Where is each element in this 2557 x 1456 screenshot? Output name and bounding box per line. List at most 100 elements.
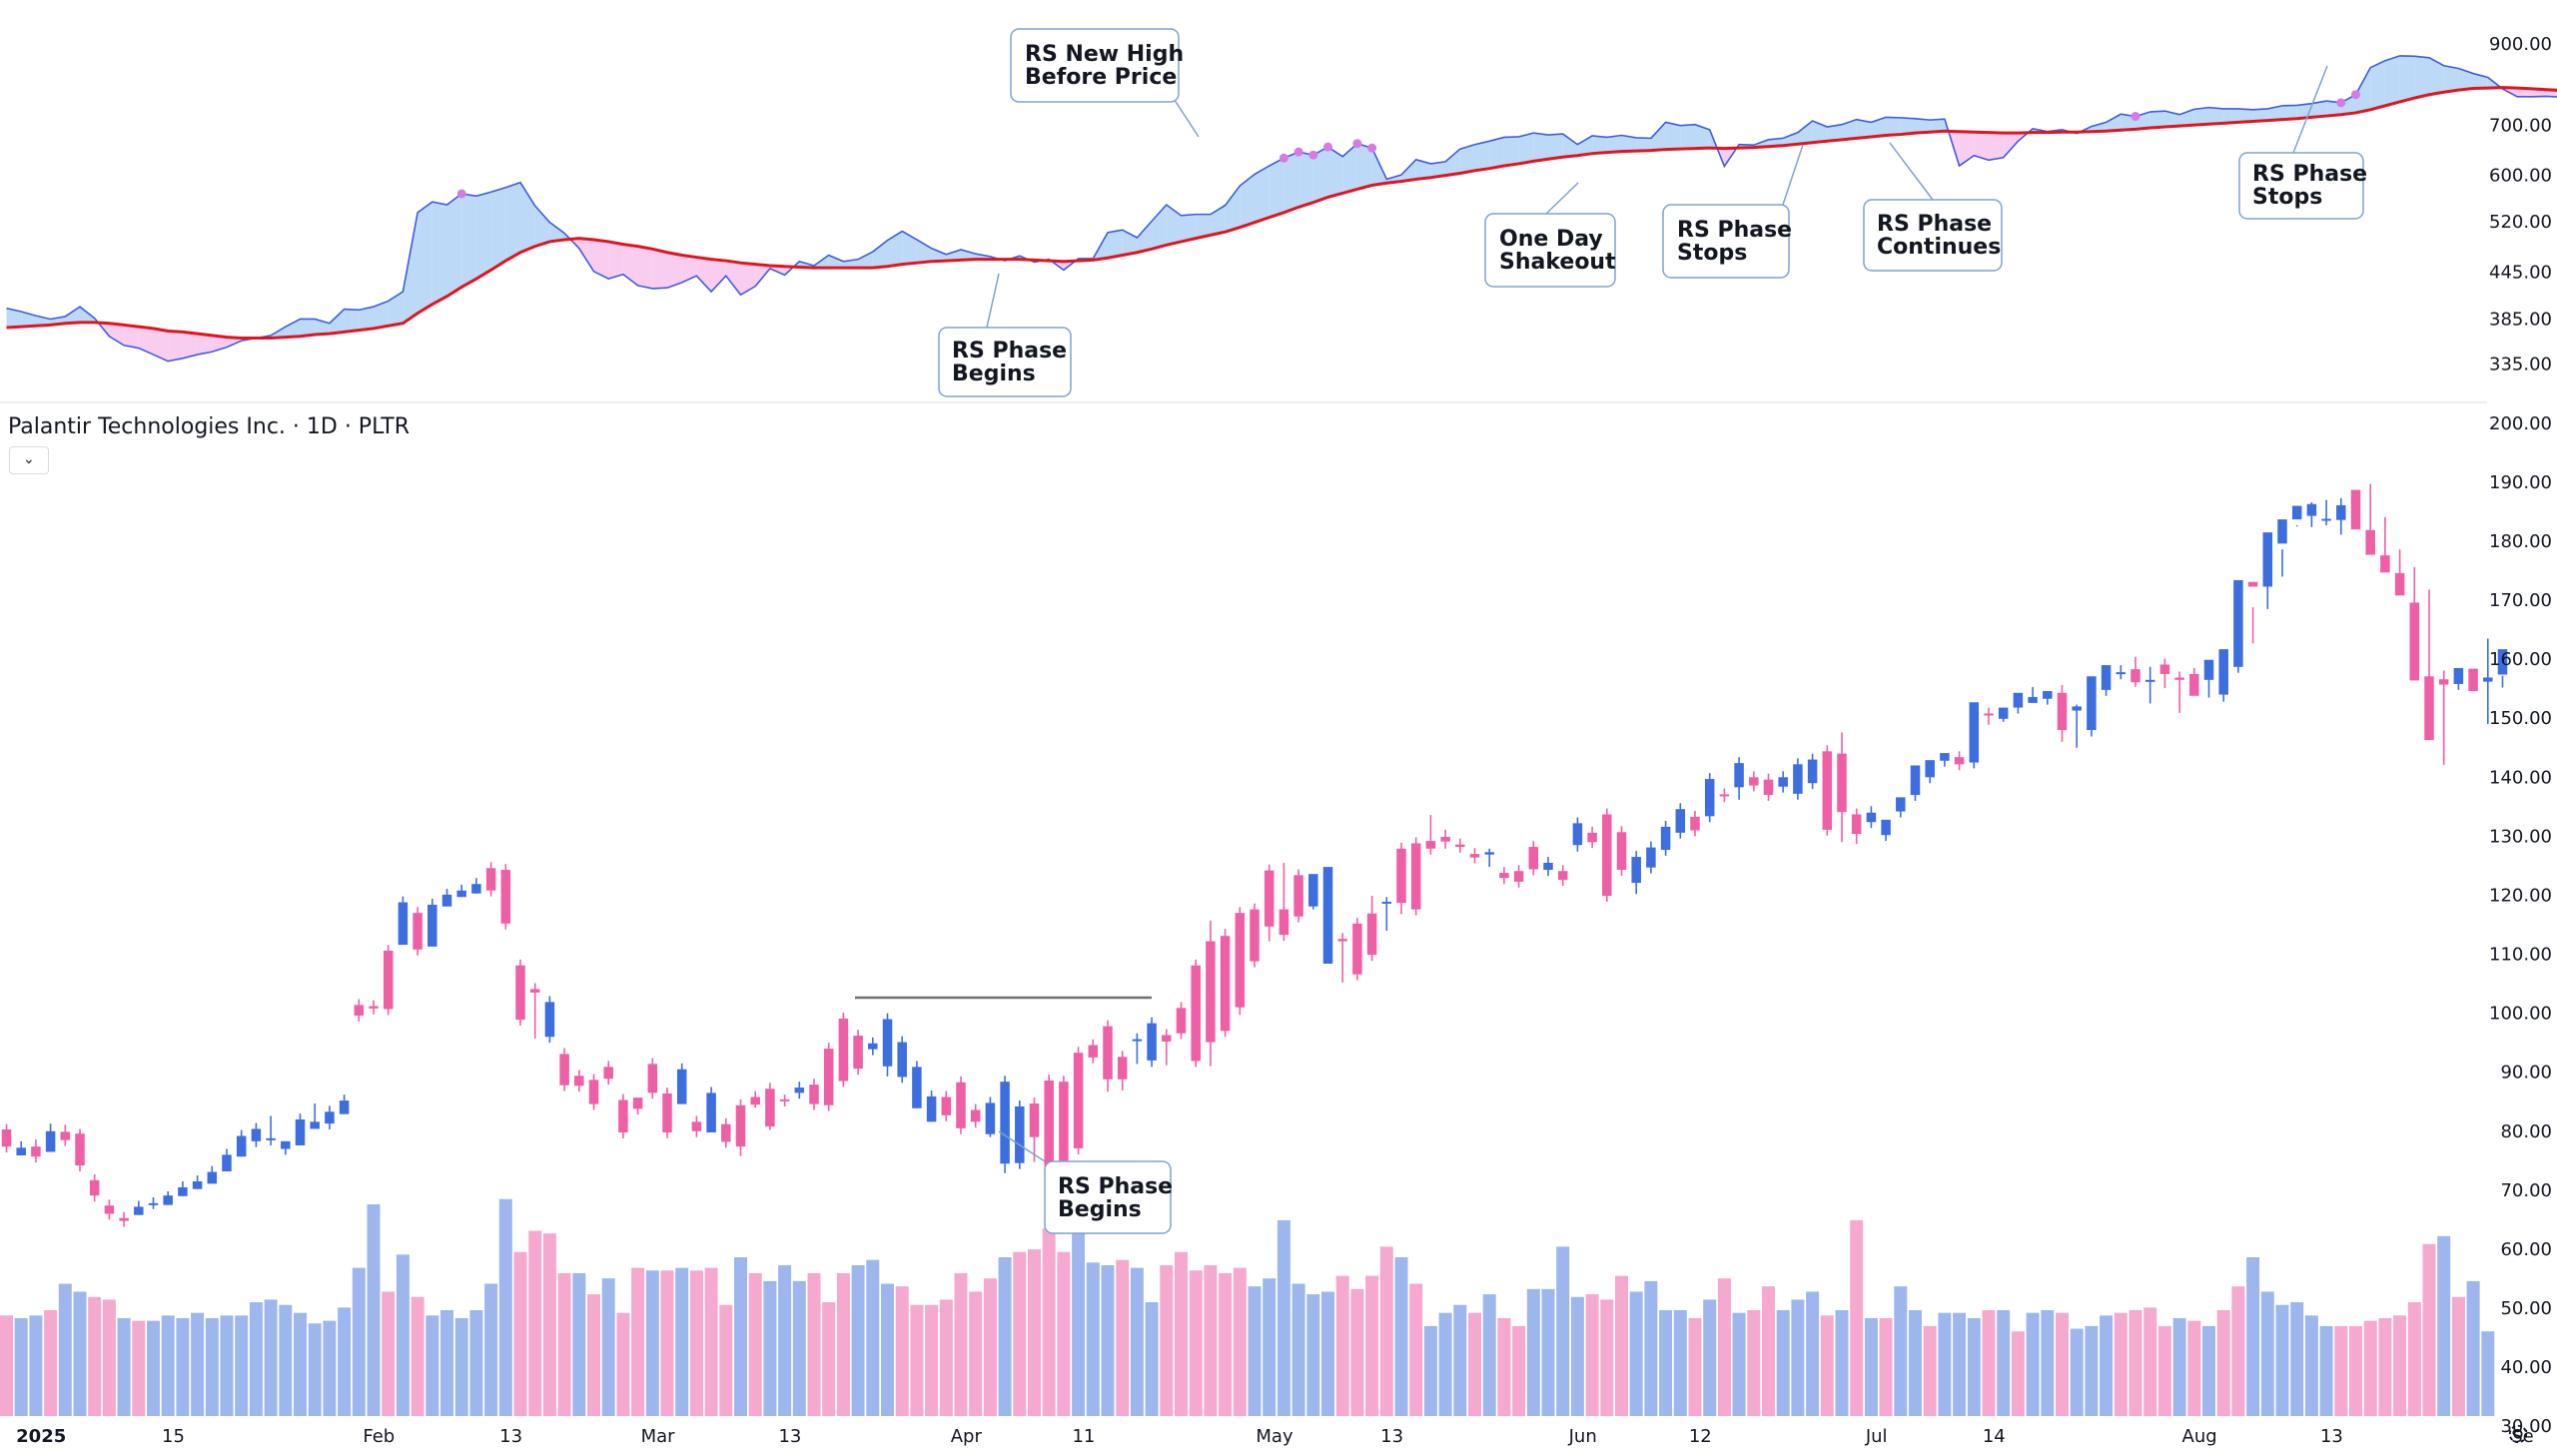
candlestick[interactable] — [2350, 489, 2361, 530]
candlestick[interactable] — [1235, 907, 1246, 1016]
candlestick[interactable] — [16, 1140, 26, 1156]
candlestick[interactable] — [750, 1091, 760, 1108]
candlestick[interactable] — [427, 899, 437, 947]
candlestick[interactable] — [2438, 670, 2449, 765]
candlestick[interactable] — [1763, 773, 1774, 801]
candlestick[interactable] — [1660, 821, 1671, 856]
candlestick[interactable] — [2043, 691, 2053, 705]
candlestick[interactable] — [1851, 808, 1862, 845]
candlestick[interactable] — [1998, 707, 2009, 722]
candlestick[interactable] — [178, 1181, 188, 1196]
candlestick[interactable] — [2087, 676, 2097, 737]
candlestick[interactable] — [1073, 1047, 1084, 1154]
candlestick[interactable] — [1191, 959, 1201, 1068]
candlestick[interactable] — [148, 1196, 159, 1209]
candlestick[interactable] — [1602, 808, 1612, 902]
candlestick[interactable] — [985, 1096, 996, 1137]
candlestick[interactable] — [1147, 1017, 1157, 1068]
candlestick[interactable] — [735, 1098, 746, 1156]
candlestick[interactable] — [1278, 862, 1289, 941]
candlestick[interactable] — [794, 1082, 805, 1099]
candlestick[interactable] — [325, 1105, 335, 1130]
price-panel[interactable] — [1, 483, 2508, 1227]
candlestick[interactable] — [1396, 842, 1406, 915]
candlestick[interactable] — [1132, 1033, 1143, 1065]
candlestick[interactable] — [1484, 848, 1494, 868]
candlestick[interactable] — [236, 1129, 247, 1157]
candlestick[interactable] — [2365, 483, 2375, 555]
candlestick[interactable] — [809, 1079, 819, 1110]
candlestick[interactable] — [119, 1211, 129, 1227]
candlestick[interactable] — [2291, 505, 2302, 527]
candlestick[interactable] — [75, 1128, 85, 1171]
candlestick[interactable] — [1176, 1002, 1187, 1040]
candlestick[interactable] — [1015, 1100, 1025, 1169]
candlestick[interactable] — [1704, 773, 1715, 823]
candlestick[interactable] — [1322, 867, 1333, 964]
candlestick[interactable] — [1117, 1051, 1128, 1092]
candlestick[interactable] — [354, 999, 365, 1022]
candlestick[interactable] — [2380, 516, 2390, 573]
candlestick[interactable] — [691, 1115, 702, 1137]
candlestick[interactable] — [1381, 897, 1392, 931]
candlestick[interactable] — [1469, 848, 1480, 864]
candlestick[interactable] — [1455, 838, 1465, 853]
candlestick[interactable] — [1000, 1076, 1010, 1173]
candlestick[interactable] — [1587, 826, 1597, 849]
candlestick[interactable] — [310, 1103, 320, 1129]
candlestick[interactable] — [603, 1061, 613, 1086]
candlestick[interactable] — [2144, 666, 2155, 704]
candlestick[interactable] — [970, 1103, 981, 1128]
candlestick[interactable] — [1206, 920, 1216, 1067]
candlestick[interactable] — [2336, 497, 2346, 535]
gear-icon[interactable] — [2507, 1423, 2529, 1445]
candlestick[interactable] — [1308, 874, 1318, 910]
candlestick[interactable] — [1896, 797, 1906, 818]
candlestick[interactable] — [941, 1091, 952, 1121]
candlestick[interactable] — [2203, 659, 2214, 698]
candlestick[interactable] — [456, 884, 466, 898]
candlestick[interactable] — [2116, 665, 2127, 680]
candlestick[interactable] — [2409, 566, 2420, 681]
candlestick[interactable] — [1352, 917, 1362, 981]
candlestick[interactable] — [2233, 579, 2243, 673]
candlestick[interactable] — [1513, 865, 1524, 888]
candlestick[interactable] — [1250, 903, 1260, 968]
candlestick[interactable] — [529, 983, 540, 1040]
candlestick[interactable] — [1616, 826, 1627, 876]
candlestick[interactable] — [1646, 841, 1656, 874]
candlestick[interactable] — [618, 1093, 628, 1138]
candlestick[interactable] — [2247, 581, 2258, 644]
candlestick[interactable] — [1910, 765, 1921, 801]
rs-moving-average-line[interactable] — [6, 86, 2557, 341]
candlestick[interactable] — [2321, 499, 2331, 526]
candlestick[interactable] — [1631, 851, 1641, 895]
candlestick[interactable] — [1984, 707, 1994, 725]
candlestick[interactable] — [956, 1076, 966, 1134]
candlestick[interactable] — [721, 1117, 731, 1148]
candlestick[interactable] — [1925, 760, 1935, 784]
candlestick[interactable] — [251, 1122, 262, 1147]
candlestick[interactable] — [2453, 668, 2464, 690]
candlestick[interactable] — [647, 1058, 658, 1099]
candlestick[interactable] — [398, 896, 409, 946]
candlestick[interactable] — [295, 1113, 306, 1145]
candlestick[interactable] — [823, 1043, 834, 1111]
candlestick[interactable] — [2174, 671, 2184, 713]
candlestick[interactable] — [31, 1139, 41, 1163]
candlestick[interactable] — [369, 1000, 379, 1015]
candlestick[interactable] — [163, 1191, 173, 1205]
candlestick[interactable] — [2306, 501, 2317, 527]
candlestick[interactable] — [266, 1115, 276, 1145]
candlestick[interactable] — [207, 1165, 218, 1184]
candlestick[interactable] — [2277, 519, 2287, 577]
candlestick[interactable] — [559, 1048, 569, 1092]
candlestick[interactable] — [2394, 549, 2405, 596]
candlestick[interactable] — [662, 1088, 672, 1138]
candlestick[interactable] — [2468, 668, 2478, 692]
candlestick[interactable] — [838, 1013, 849, 1088]
candlestick[interactable] — [222, 1148, 232, 1171]
rs-line[interactable] — [6, 55, 2557, 363]
candlestick[interactable] — [471, 878, 481, 894]
